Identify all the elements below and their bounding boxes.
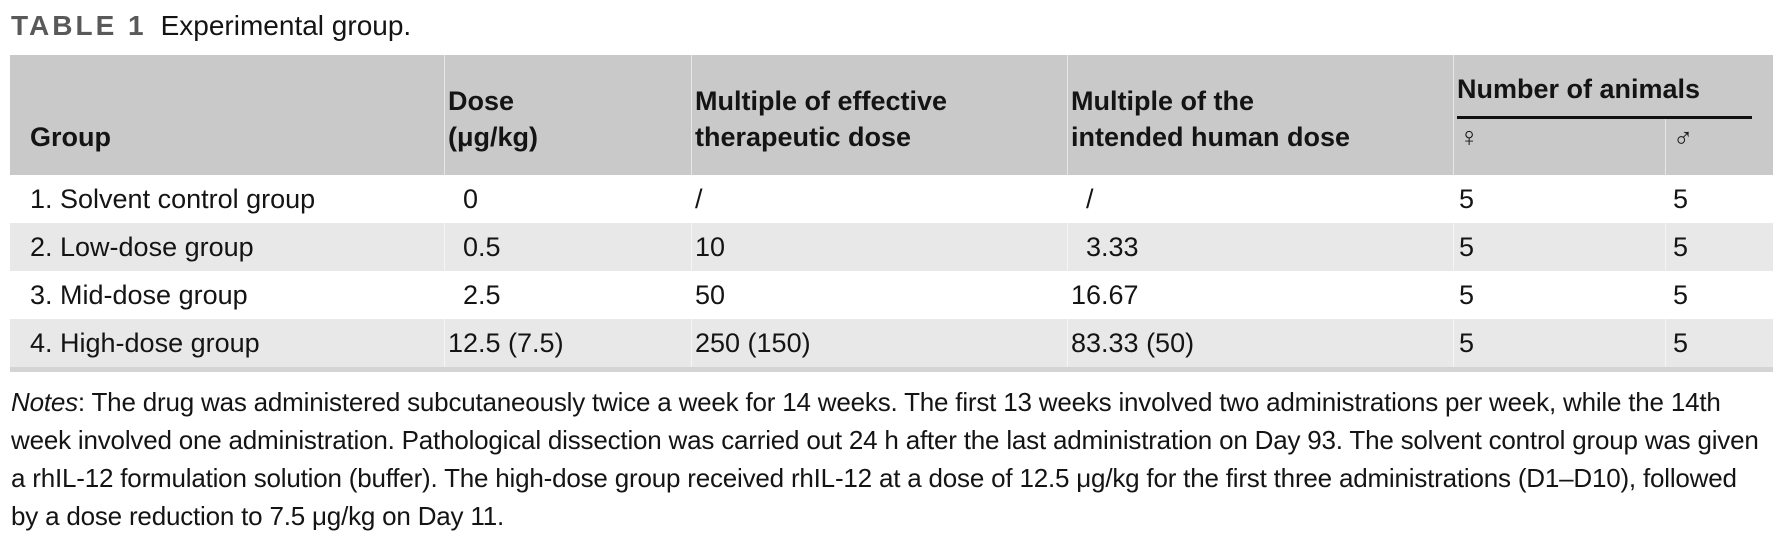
table-row: 1. Solvent control group 0//5 5 bbox=[10, 175, 1773, 223]
group-cell: 4. High-dose group bbox=[10, 319, 444, 367]
table-header: Dose Multiple of effective Multiple of t… bbox=[10, 55, 1773, 175]
dose-header-top: Dose bbox=[444, 55, 691, 119]
value-cell: 5 bbox=[1665, 271, 1773, 319]
group-cell: 2. Low-dose group bbox=[10, 223, 444, 271]
value-cell: 0 bbox=[444, 175, 691, 223]
value-cell: 5 bbox=[1665, 175, 1773, 223]
value-cell: 3.33 bbox=[1067, 223, 1453, 271]
group-header-spacer bbox=[10, 55, 444, 119]
effective-dose-header-bottom: therapeutic dose bbox=[691, 119, 1067, 175]
human-dose-header-top: Multiple of the bbox=[1067, 55, 1453, 119]
table-notes: Notes: The drug was administered subcuta… bbox=[11, 383, 1770, 535]
value-cell: / bbox=[1067, 175, 1453, 223]
value-cell: 2.5 bbox=[444, 271, 691, 319]
value-cell: / bbox=[691, 175, 1067, 223]
group-column-header: Group bbox=[10, 119, 444, 175]
value-cell: 5 bbox=[1453, 319, 1665, 367]
value-cell: 16.67 bbox=[1067, 271, 1453, 319]
animals-group-underline: Number of animals bbox=[1457, 73, 1752, 119]
dose-header-unit: (μg/kg) bbox=[444, 119, 691, 175]
value-cell: 5 bbox=[1665, 319, 1773, 367]
value-cell: 0.5 bbox=[444, 223, 691, 271]
value-cell: 5 bbox=[1453, 175, 1665, 223]
human-dose-header-bottom: intended human dose bbox=[1067, 119, 1453, 175]
header-row-1: Dose Multiple of effective Multiple of t… bbox=[10, 55, 1773, 119]
header-row-2: Group (μg/kg) therapeutic dose intended … bbox=[10, 119, 1773, 175]
male-column-header: ♂ bbox=[1665, 119, 1773, 175]
experimental-group-table: Dose Multiple of effective Multiple of t… bbox=[10, 55, 1773, 372]
number-of-animals-header: Number of animals bbox=[1453, 55, 1773, 119]
value-cell: 5 bbox=[1665, 223, 1773, 271]
value-cell: 50 bbox=[691, 271, 1067, 319]
table-caption: TABLE 1 Experimental group. bbox=[0, 0, 1780, 40]
table-row: 4. High-dose group 12.5 (7.5) 250 (150) 83.… bbox=[10, 319, 1773, 367]
table-caption-text: Experimental group. bbox=[160, 10, 412, 41]
effective-dose-header-top: Multiple of effective bbox=[691, 55, 1067, 119]
table-body: 1. Solvent control group 0//5 5 2. Low-dose… bbox=[10, 175, 1773, 367]
table-row: 2. Low-dose group 0.5 10 3.33 5 5 bbox=[10, 223, 1773, 271]
value-cell: 5 bbox=[1453, 271, 1665, 319]
group-cell: 1. Solvent control group bbox=[10, 175, 444, 223]
notes-label: Notes bbox=[11, 387, 78, 417]
value-cell: 10 bbox=[691, 223, 1067, 271]
table-number-label: TABLE 1 bbox=[11, 10, 147, 41]
group-cell: 3. Mid-dose group bbox=[10, 271, 444, 319]
table-row: 3. Mid-dose group 2.5 50 16.67 5 5 bbox=[10, 271, 1773, 319]
value-cell: 83.33 (50) bbox=[1067, 319, 1453, 367]
female-column-header: ♀ bbox=[1453, 119, 1665, 175]
value-cell: 12.5 (7.5) bbox=[444, 319, 691, 367]
notes-text: : The drug was administered subcutaneous… bbox=[11, 387, 1759, 531]
number-of-animals-label: Number of animals bbox=[1457, 74, 1701, 104]
value-cell: 5 bbox=[1453, 223, 1665, 271]
value-cell: 250 (150) bbox=[691, 319, 1067, 367]
male-icon: ♂ bbox=[1673, 122, 1694, 152]
female-icon: ♀ bbox=[1459, 122, 1480, 152]
